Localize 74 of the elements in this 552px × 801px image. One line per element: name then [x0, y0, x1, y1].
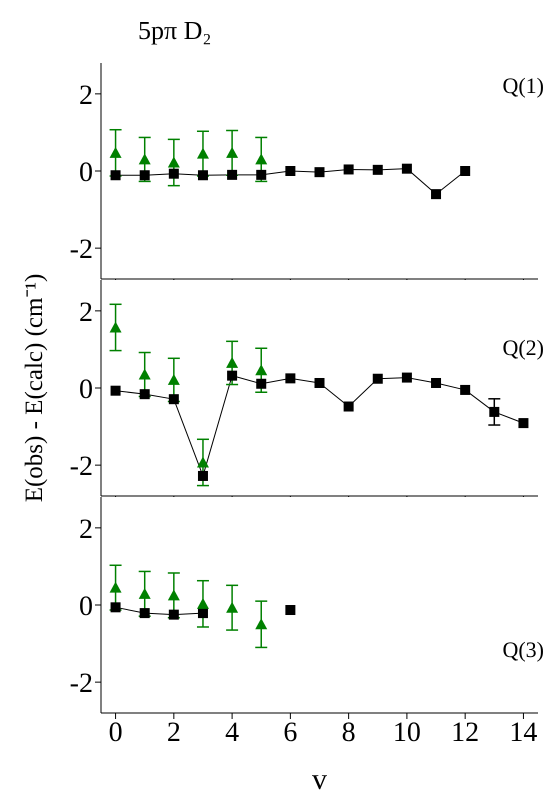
point — [227, 370, 238, 381]
point — [168, 394, 179, 404]
x-tick-label: 6 — [283, 716, 298, 748]
y-tick-label: -2 — [70, 234, 93, 266]
point — [138, 368, 151, 380]
point — [227, 170, 238, 180]
point — [138, 588, 151, 599]
point — [110, 146, 122, 158]
point — [431, 378, 442, 388]
point — [140, 608, 150, 618]
point — [344, 164, 354, 174]
point — [198, 470, 208, 481]
y-axis-title: E(obs) - E(calc) (cm⁻¹) — [20, 274, 49, 502]
point — [402, 164, 412, 174]
x-tick-label: 14 — [509, 716, 538, 748]
point — [460, 384, 470, 395]
y-tick-label: -2 — [70, 668, 93, 700]
point — [110, 602, 121, 612]
point — [314, 378, 324, 388]
y-tick-label: 0 — [79, 590, 93, 622]
point — [255, 618, 268, 630]
point — [460, 166, 470, 176]
point — [140, 170, 150, 180]
point — [285, 166, 296, 176]
point — [285, 605, 296, 616]
x-tick-label: 12 — [451, 716, 480, 748]
y-tick-label: 2 — [79, 296, 93, 328]
point — [168, 168, 179, 179]
point — [168, 374, 180, 385]
point — [255, 364, 268, 376]
point — [489, 406, 500, 417]
point — [255, 153, 268, 164]
x-tick-label: 0 — [108, 716, 123, 748]
y-tick-label: 0 — [79, 156, 93, 188]
point — [168, 610, 179, 620]
x-tick-label: 4 — [225, 716, 240, 748]
point — [198, 608, 208, 618]
point — [110, 170, 121, 180]
annotation: Q(2) — [502, 335, 544, 361]
annotation: Q(3) — [502, 637, 544, 663]
point — [431, 189, 442, 200]
point — [372, 164, 383, 175]
point — [196, 456, 209, 468]
point — [226, 356, 238, 368]
point — [138, 153, 151, 164]
point — [196, 148, 209, 159]
x-axis-title: v — [311, 763, 328, 797]
point — [110, 386, 121, 396]
point — [256, 170, 266, 180]
y-tick-label: 2 — [79, 80, 93, 111]
point — [285, 373, 296, 384]
point — [314, 167, 324, 178]
y-tick-label: -2 — [70, 451, 93, 482]
point — [256, 378, 266, 389]
point — [344, 402, 354, 412]
point — [402, 372, 412, 383]
annotation: Q(1) — [502, 73, 544, 99]
y-tick-label: 0 — [79, 374, 93, 405]
point — [110, 321, 122, 332]
point — [110, 582, 122, 593]
point — [168, 589, 180, 600]
point — [372, 374, 383, 384]
point — [226, 146, 238, 158]
x-tick-label: 8 — [342, 716, 356, 748]
point — [196, 598, 209, 609]
point — [226, 602, 238, 613]
chart-title: 5pπ D₂ — [138, 16, 212, 46]
point — [518, 418, 528, 428]
point — [198, 170, 208, 180]
y-tick-label: 2 — [79, 514, 93, 545]
point — [168, 156, 180, 168]
point — [140, 389, 150, 400]
x-tick-label: 10 — [392, 716, 421, 748]
x-tick-label: 2 — [166, 716, 181, 748]
